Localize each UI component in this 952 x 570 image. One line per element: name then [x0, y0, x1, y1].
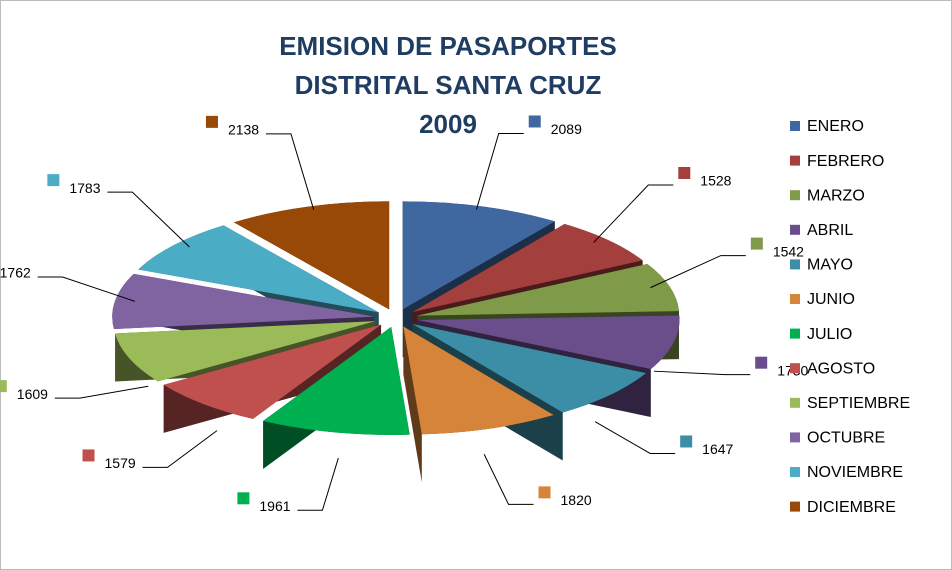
- legend-label: ENERO: [807, 118, 864, 135]
- legend-key: [790, 467, 800, 477]
- chart-title: EMISION DE PASAPORTES: [279, 31, 617, 61]
- label-key: [47, 174, 60, 187]
- legend-key: [790, 259, 800, 270]
- label-key: [205, 115, 218, 128]
- legend-key: [790, 363, 800, 374]
- leader-line: [297, 457, 339, 511]
- data-label: 2089: [551, 121, 582, 137]
- leader-line: [107, 191, 190, 248]
- legend-label: MARZO: [807, 187, 865, 204]
- slice-top: [233, 201, 390, 310]
- legend-label: AGOSTO: [807, 360, 875, 377]
- label-key: [538, 486, 551, 499]
- slice-top: [263, 326, 410, 435]
- data-label: 1609: [17, 386, 48, 402]
- legend-label: OCTUBRE: [807, 430, 885, 447]
- label-key: [82, 449, 95, 462]
- legend-label: SEPTIEMBRE: [807, 395, 910, 412]
- data-label: 2138: [228, 122, 259, 138]
- leader-line: [650, 255, 746, 289]
- legend-key: [790, 155, 800, 166]
- data-label: 1647: [702, 441, 733, 457]
- leader-line: [475, 132, 524, 210]
- chart-title: 2009: [419, 109, 477, 139]
- legend-key: [790, 294, 800, 304]
- label-key: [528, 115, 541, 128]
- slice-top: [417, 315, 680, 370]
- slice-top: [163, 324, 382, 419]
- leader-line: [265, 133, 315, 210]
- leader-line: [142, 430, 218, 468]
- slice-top: [402, 201, 555, 310]
- legend-label: NOVIEMBRE: [807, 464, 903, 481]
- legend-key: [790, 328, 800, 339]
- slice-top: [112, 273, 375, 330]
- legend-label: JUNIO: [807, 291, 855, 308]
- legend-label: FEBRERO: [807, 153, 884, 170]
- slice-top: [412, 224, 643, 312]
- slice-top: [412, 323, 646, 413]
- label-key: [678, 166, 691, 179]
- legend-key: [790, 121, 800, 131]
- data-label: 1961: [259, 498, 290, 514]
- slice-top: [138, 225, 379, 313]
- slice-top: [417, 263, 679, 316]
- data-label: 1820: [561, 492, 592, 508]
- legend-label: DICIEMBRE: [807, 499, 896, 516]
- leader-line: [483, 454, 534, 505]
- legend-label: JULIO: [807, 326, 852, 343]
- legend-key: [790, 397, 800, 408]
- leader-line: [594, 421, 676, 454]
- leader-line: [37, 276, 135, 302]
- legend-key: [790, 224, 800, 235]
- data-label: 1783: [69, 180, 100, 196]
- data-label: 1528: [700, 173, 731, 189]
- chart-title: DISTRITAL SANTA CRUZ: [295, 70, 602, 100]
- leader-line: [54, 385, 149, 399]
- label-key: [237, 492, 250, 505]
- slice-top: [115, 321, 376, 382]
- data-label: 1579: [105, 455, 136, 471]
- slice-top: [403, 326, 554, 435]
- label-key: [680, 435, 693, 448]
- legend-key: [790, 501, 800, 512]
- legend-label: ABRIL: [807, 222, 853, 239]
- leader-line: [593, 184, 674, 243]
- label-key: [755, 356, 768, 369]
- leader-line: [653, 370, 751, 376]
- label-key: [750, 237, 763, 250]
- label-key: [0, 380, 7, 393]
- data-label: 1542: [773, 243, 804, 259]
- data-label: 1762: [0, 265, 31, 281]
- legend-key: [790, 190, 800, 201]
- legend-key: [790, 432, 800, 443]
- legend-label: MAYO: [807, 257, 853, 274]
